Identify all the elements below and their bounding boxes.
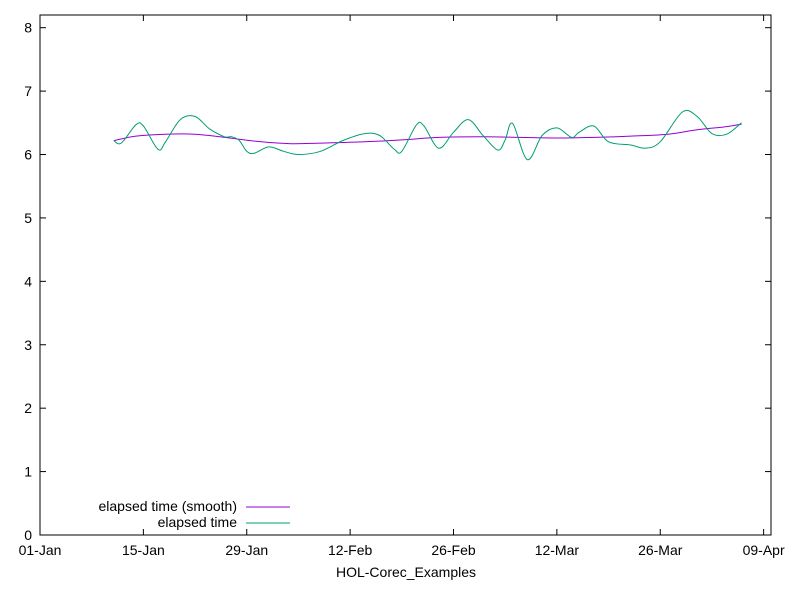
y-axis: 0 1 2 3 4 5 6 7 8 bbox=[24, 20, 771, 543]
x-tick-label: 12-Feb bbox=[328, 542, 373, 558]
series-layer bbox=[113, 109, 742, 161]
y-tick-label: 2 bbox=[24, 400, 32, 416]
x-tick-label: 15-Jan bbox=[122, 542, 165, 558]
y-tick-label: 0 bbox=[24, 527, 32, 543]
series-line-raw bbox=[113, 109, 742, 161]
x-tick-label: 29-Jan bbox=[225, 542, 268, 558]
plot-frame bbox=[39, 14, 772, 536]
x-tick-label: 26-Mar bbox=[638, 542, 683, 558]
y-tick-label: 8 bbox=[24, 20, 32, 36]
x-axis-label: HOL-Corec_Examples bbox=[336, 564, 476, 580]
x-tick-label: 12-Mar bbox=[535, 542, 580, 558]
x-tick-label: 09-Apr bbox=[743, 542, 785, 558]
legend-label-smooth: elapsed time (smooth) bbox=[98, 498, 237, 514]
legend: elapsed time (smooth) elapsed time bbox=[98, 498, 290, 530]
series-line-smooth bbox=[113, 123, 742, 145]
y-tick-label: 6 bbox=[24, 147, 32, 163]
legend-label-raw: elapsed time bbox=[158, 514, 238, 530]
y-tick-label: 3 bbox=[24, 337, 32, 353]
x-tick-label: 26-Feb bbox=[431, 542, 476, 558]
y-tick-label: 5 bbox=[24, 210, 32, 226]
y-tick-label: 1 bbox=[24, 464, 32, 480]
x-axis: 01-Jan 15-Jan 29-Jan 12-Feb 26-Feb 12-Mar 26-M… bbox=[19, 15, 785, 558]
x-tick-label: 01-Jan bbox=[19, 542, 62, 558]
y-tick-label: 7 bbox=[24, 83, 32, 99]
y-tick-label: 4 bbox=[24, 273, 32, 289]
